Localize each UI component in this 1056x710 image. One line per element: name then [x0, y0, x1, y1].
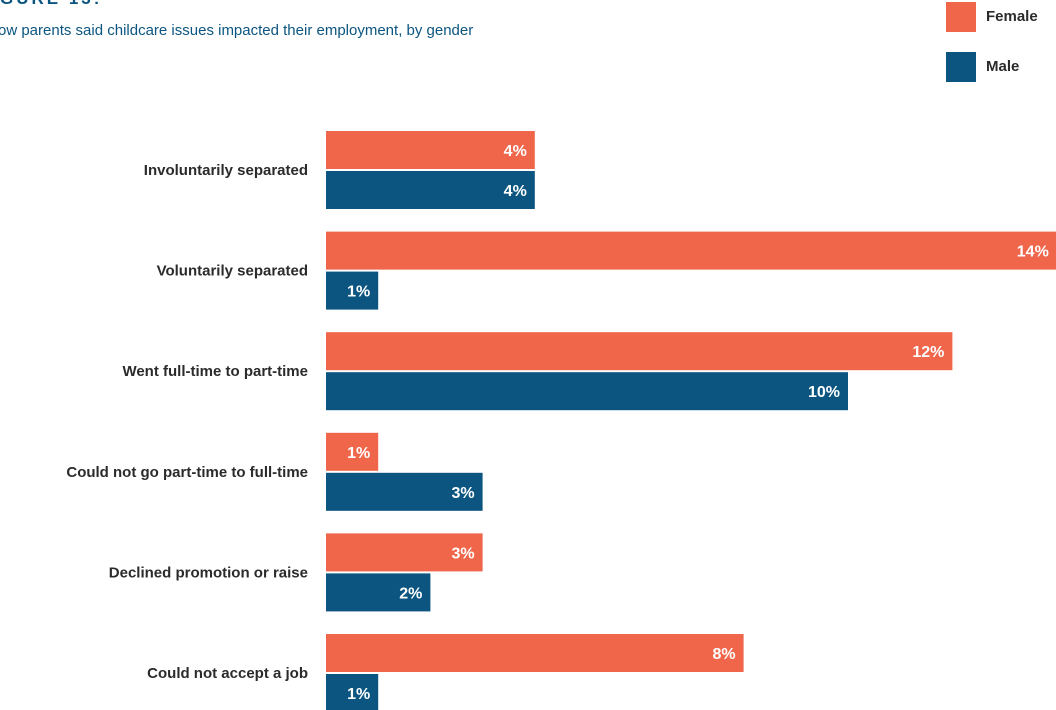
data-label: 1% — [347, 686, 370, 703]
bar-female — [326, 231, 1056, 270]
data-label: 4% — [504, 183, 527, 200]
data-label: 1% — [347, 284, 370, 301]
data-label: 10% — [808, 384, 840, 401]
bar-male — [326, 271, 379, 310]
legend-label-male: Male — [986, 58, 1020, 75]
legend-swatch-male — [946, 52, 976, 82]
category-label: Involuntarily separated — [144, 162, 308, 179]
bar-female — [326, 332, 953, 371]
bar-female — [326, 533, 483, 572]
bar-male — [326, 171, 535, 209]
legend-item-male: Male — [946, 52, 1056, 82]
category-label: Voluntarily separated — [157, 263, 308, 280]
category-label: Could not accept a job — [147, 665, 308, 682]
bar-male — [326, 573, 431, 612]
bar-male — [326, 372, 848, 411]
bar-male — [326, 472, 483, 511]
data-label: 14% — [1017, 244, 1049, 261]
data-label: 2% — [399, 585, 422, 602]
bar-female — [326, 432, 379, 471]
legend-swatch-female — [946, 2, 976, 32]
category-label: Went full-time to part-time — [122, 363, 308, 380]
bar-male — [326, 674, 379, 710]
data-label: 1% — [347, 445, 370, 462]
data-label: 3% — [451, 545, 474, 562]
bar-female — [326, 634, 744, 672]
data-label: 8% — [712, 646, 735, 663]
category-label: Could not go part-time to full-time — [66, 464, 308, 481]
data-label: 4% — [504, 143, 527, 160]
figure-label: GURE 13: — [0, 0, 102, 9]
chart-subtitle: ow parents said childcare issues impacte… — [0, 22, 474, 39]
bar-female — [326, 131, 535, 169]
data-label: 12% — [912, 344, 944, 361]
category-label: Declined promotion or raise — [109, 564, 308, 581]
data-label: 3% — [451, 485, 474, 502]
legend-item-female: Female — [946, 2, 1056, 32]
legend-label-female: Female — [986, 8, 1038, 25]
